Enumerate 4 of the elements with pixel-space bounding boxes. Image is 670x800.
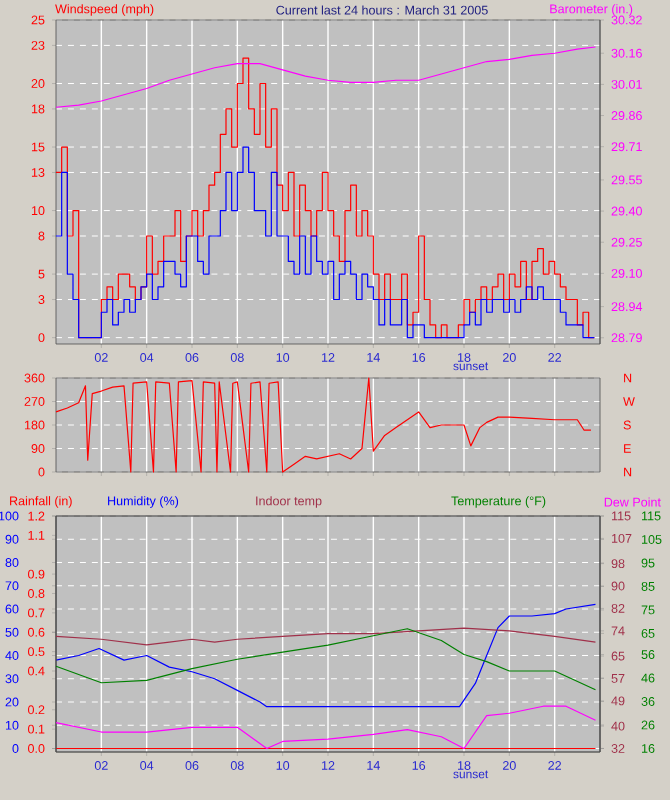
line-series <box>55 627 597 646</box>
line-series <box>55 705 597 750</box>
line-series <box>55 46 597 108</box>
line-series <box>55 603 597 708</box>
